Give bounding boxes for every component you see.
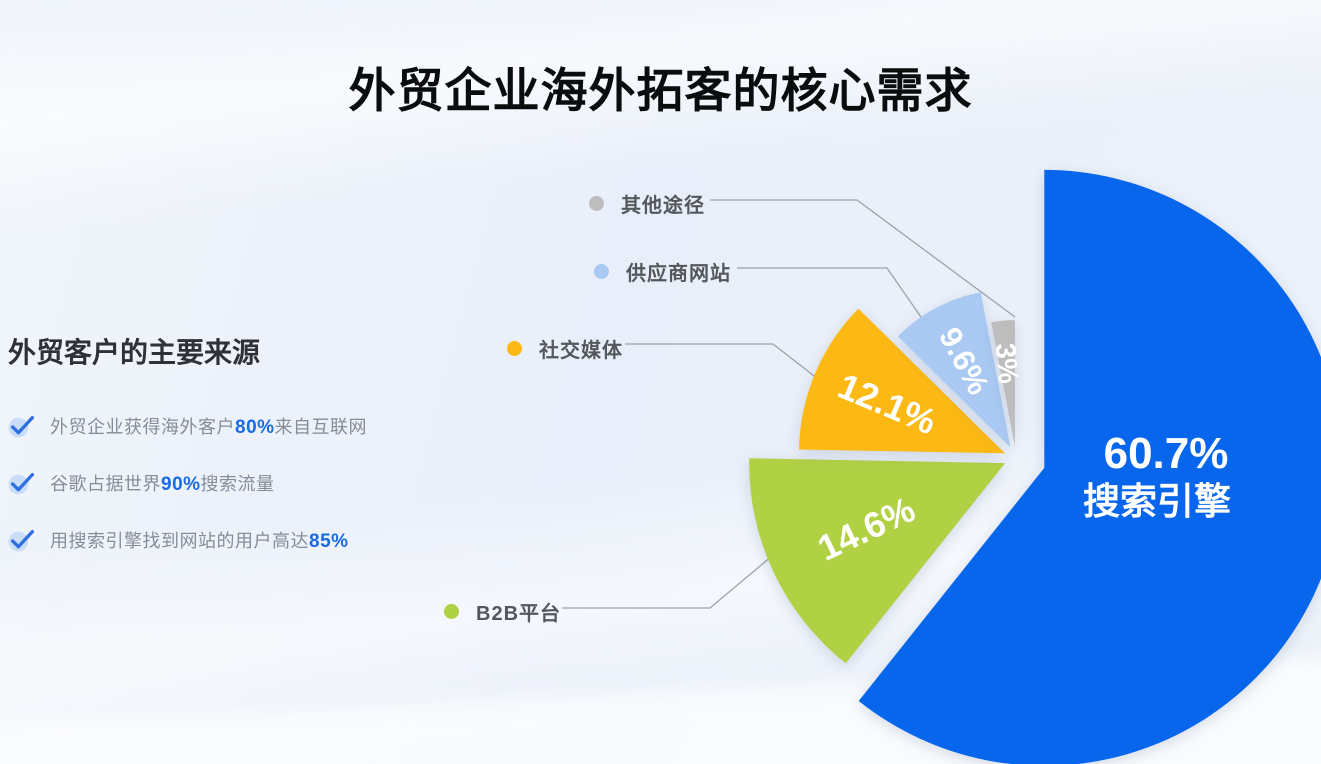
bullet-text: 谷歌占据世界90%搜索流量 <box>50 470 275 496</box>
bullet-item: 外贸企业获得海外客户80%来自互联网 <box>8 413 428 439</box>
pie-slice-other-channels <box>991 320 1015 447</box>
legend-item-social-media: 社交媒体 <box>507 334 623 363</box>
legend-dot-icon <box>594 264 609 279</box>
check-icon <box>8 472 35 494</box>
bullet-text-segment: 搜索流量 <box>200 474 275 494</box>
leader-line-other-channels <box>710 199 1016 318</box>
highlight-number: 80% <box>235 417 275 438</box>
highlight-number: 85% <box>309 531 349 552</box>
pie-percentage-label-search-engine: 60.7% <box>1104 429 1229 478</box>
legend-label: 社交媒体 <box>539 340 623 362</box>
check-icon <box>8 529 35 551</box>
legend-dot-icon <box>589 196 604 211</box>
legend-item-other-channels: 其他途径 <box>589 189 705 218</box>
pie-slice-name-label-search-engine: 搜索引擎 <box>1083 481 1231 522</box>
legend-dot-icon <box>507 341 522 356</box>
legend-label: 供应商网站 <box>626 263 731 285</box>
section-heading: 外贸客户的主要来源 <box>8 337 261 368</box>
highlight-number: 90% <box>161 474 201 495</box>
leader-line-b2b-platform <box>562 555 773 609</box>
bullet-list: 外贸企业获得海外客户80%来自互联网 谷歌占据世界90%搜索流量 用搜索引擎找到… <box>8 413 428 553</box>
bullet-text-segment: 来自互联网 <box>274 417 368 437</box>
sources-panel: 外贸客户的主要来源 外贸企业获得海外客户80%来自互联网 谷歌占据世界90%搜索… <box>8 331 428 553</box>
legend-dot-icon <box>444 604 459 619</box>
pie-percentage-label-other-channels: 3% <box>990 342 1025 385</box>
legend-item-supplier-website: 供应商网站 <box>594 257 731 286</box>
pie-slice-social-media <box>799 308 1005 454</box>
leader-line-social-media <box>625 343 819 380</box>
page-title: 外贸企业海外拓客的核心需求 <box>348 64 973 117</box>
bullet-text-segment: 用搜索引擎找到网站的用户高达 <box>50 531 309 551</box>
pie-slice-search-engine <box>858 169 1321 764</box>
pie-slice-supplier-website <box>897 292 1011 448</box>
bullet-text: 用搜索引擎找到网站的用户高达85% <box>50 527 349 553</box>
bullet-text-segment: 外贸企业获得海外客户 <box>50 417 235 437</box>
leader-line-supplier-website <box>737 267 922 318</box>
legend-item-b2b-platform: B2B平台 <box>444 597 561 626</box>
check-icon <box>8 415 35 437</box>
pie-slice-b2b-platform <box>749 458 1006 664</box>
legend-label: B2B平台 <box>476 603 562 625</box>
bullet-item: 谷歌占据世界90%搜索流量 <box>8 470 428 496</box>
bullet-text-segment: 谷歌占据世界 <box>50 474 161 494</box>
legend-label: 其他途径 <box>621 195 705 217</box>
bullet-item: 用搜索引擎找到网站的用户高达85% <box>8 527 428 553</box>
bullet-text: 外贸企业获得海外客户80%来自互联网 <box>50 413 367 439</box>
